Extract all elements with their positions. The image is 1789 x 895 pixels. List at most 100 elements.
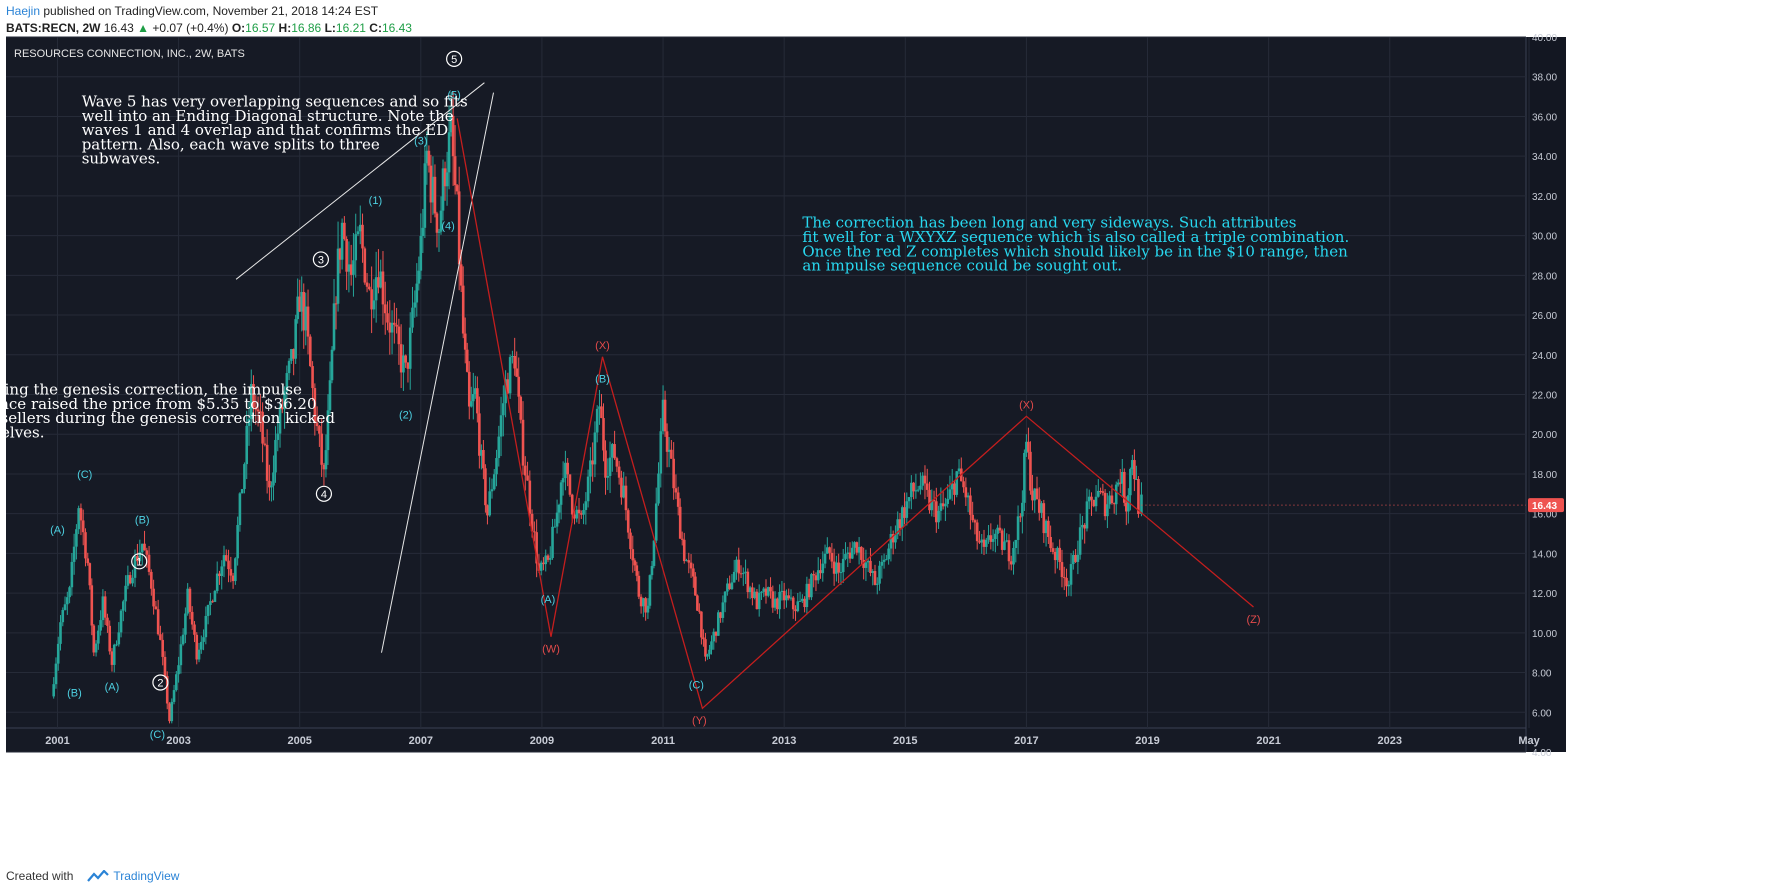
candle-body [637, 575, 641, 597]
candle-body [785, 595, 788, 601]
candle [478, 396, 481, 469]
candle [639, 594, 643, 614]
candle-body [930, 499, 934, 511]
candle [875, 577, 879, 595]
candle [495, 449, 498, 487]
candle-body [482, 450, 485, 469]
candle [254, 395, 258, 425]
candle [311, 361, 314, 401]
candle [79, 503, 83, 536]
candle [864, 549, 868, 582]
candle [168, 702, 171, 724]
candle [326, 394, 330, 465]
candle-body [789, 597, 793, 599]
candle [347, 241, 351, 293]
candle [220, 560, 224, 590]
candle [717, 610, 720, 636]
candle-body [86, 558, 90, 564]
candle [154, 600, 158, 610]
candle [1120, 458, 1124, 497]
candle [519, 395, 523, 424]
candle-body [372, 300, 376, 310]
candle [296, 278, 299, 324]
candle [349, 244, 353, 286]
open-label: O: [231, 21, 246, 35]
candle-body [916, 489, 920, 491]
candle-body [896, 519, 900, 535]
candle [499, 396, 503, 457]
candle-body [140, 543, 144, 553]
candle-body [1044, 520, 1048, 534]
candle [320, 419, 323, 477]
candle-body [639, 596, 643, 607]
candle [404, 354, 407, 368]
candle-body [678, 506, 682, 539]
candle [606, 458, 610, 491]
tradingview-link[interactable]: TradingView [79, 869, 179, 883]
y-tick-label: 34.00 [1532, 152, 1557, 163]
x-tick-label: 2023 [1378, 735, 1402, 747]
candle-body [508, 357, 512, 394]
candle-body [635, 565, 639, 576]
candle-body [195, 634, 199, 660]
candle [411, 286, 414, 333]
candle [431, 156, 435, 215]
candle [1123, 468, 1126, 507]
candle-body [211, 601, 214, 603]
candle [885, 554, 888, 561]
candle-body [844, 553, 847, 559]
candle [805, 576, 809, 615]
candle [710, 635, 713, 655]
candle-body [1108, 495, 1111, 505]
y-tick-label: 22.00 [1532, 391, 1557, 402]
candle-body [70, 561, 74, 588]
candle [381, 251, 385, 325]
candle [839, 563, 843, 585]
candle [443, 161, 447, 201]
candle-body [172, 690, 176, 702]
candle [300, 276, 304, 332]
candle-body [737, 559, 741, 574]
candle [832, 548, 836, 586]
candle [229, 556, 233, 583]
candle-body [692, 568, 695, 577]
author-link[interactable]: Haejin [6, 4, 41, 18]
candle-body [661, 399, 665, 432]
candle-body [577, 509, 581, 514]
wave-label: (A) [105, 681, 120, 693]
annotation-line: pattern. Also, each wave splits to three [82, 135, 380, 153]
candles [52, 91, 1143, 724]
candle-body [1110, 495, 1114, 504]
candle-body [559, 482, 563, 505]
wave-circle-number: 2 [157, 677, 163, 689]
candle [776, 597, 779, 615]
candle-body [533, 531, 536, 533]
high-label: H: [278, 21, 292, 35]
wave-label: (B) [67, 687, 82, 699]
candle-body [81, 520, 85, 533]
candle [465, 342, 469, 373]
candle-body [828, 547, 831, 553]
candle [751, 582, 754, 606]
candle-body [1003, 541, 1006, 550]
candle-body [243, 464, 246, 490]
candle-body [708, 649, 711, 655]
y-tick-label: 20.00 [1532, 430, 1557, 441]
candle-body [579, 513, 583, 515]
high-value: 16.86 [291, 21, 322, 35]
candle [406, 362, 410, 383]
wave-circle-label: 3 [312, 251, 330, 268]
candle [1069, 553, 1073, 597]
candle-body [857, 546, 861, 553]
candle [921, 472, 924, 491]
candle-body [994, 533, 997, 539]
candle-body [1123, 471, 1126, 503]
candle-body [778, 591, 781, 610]
candle [994, 529, 997, 553]
candle [698, 603, 701, 614]
candle-body [272, 472, 275, 486]
candle [978, 531, 981, 544]
candle-body [719, 612, 722, 618]
candle [935, 487, 938, 533]
